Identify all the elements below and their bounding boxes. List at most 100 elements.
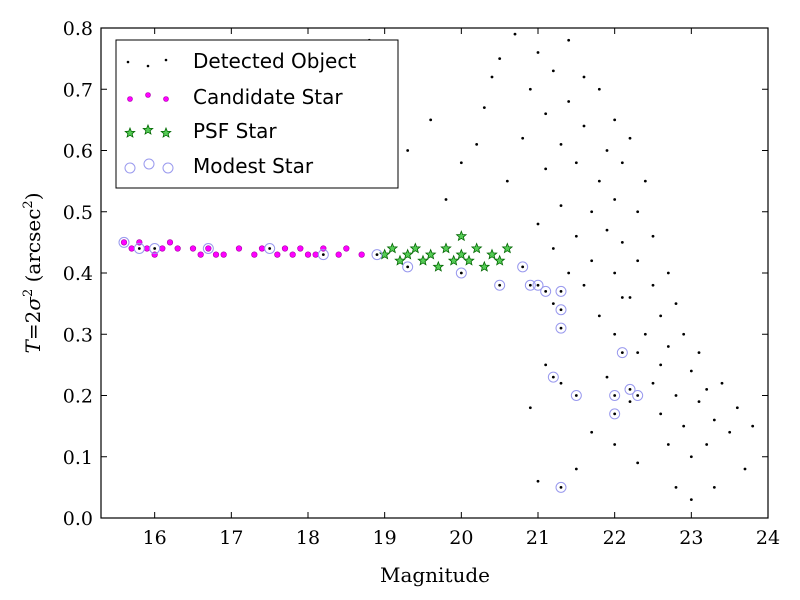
y-tick-label: 0.4: [63, 263, 93, 285]
modest-star-point: [317, 249, 329, 261]
modest-star-center: [544, 289, 548, 293]
x-tick-label: 19: [373, 527, 397, 549]
legend-label: Candidate Star: [193, 85, 343, 109]
candidate-star-point: [312, 251, 319, 258]
detected-object-point: [620, 240, 624, 244]
detected-object-point: [712, 485, 716, 489]
x-tick-label: 21: [526, 527, 550, 549]
legend-marker-open-circle: [124, 162, 136, 174]
candidate-star-point: [120, 239, 128, 246]
detected-object-point: [406, 149, 410, 152]
detected-object-point: [590, 259, 594, 263]
modest-star-center: [559, 289, 563, 293]
modest-star-point: [624, 383, 636, 395]
modest-star-point: [609, 408, 621, 420]
y-tick-label: 0.3: [63, 324, 93, 346]
detected-object-point: [705, 387, 709, 391]
detected-object-point: [551, 69, 555, 73]
legend-marker-dot: [164, 58, 168, 62]
modest-star-point: [555, 304, 567, 316]
candidate-star-point: [297, 245, 304, 252]
legend-marker-open-circle: [143, 158, 155, 170]
detected-object-point: [682, 424, 686, 428]
detected-object-point: [582, 75, 586, 79]
detected-object-point: [590, 210, 594, 214]
detected-object-point: [613, 118, 617, 122]
modest-star-center: [375, 253, 379, 257]
y-tick-label: 0.7: [63, 79, 93, 101]
legend-box: [115, 39, 399, 189]
detected-object-point: [513, 32, 517, 36]
modest-star-center: [528, 283, 532, 287]
detected-object-point: [528, 87, 532, 91]
modest-star-point: [524, 279, 536, 291]
detected-object-point: [567, 38, 571, 42]
modest-star-center: [559, 326, 563, 330]
psf-star-point: [447, 254, 460, 266]
candidate-star-point: [289, 251, 296, 258]
detected-object-point: [651, 381, 655, 385]
x-axis-label: Magnitude: [380, 563, 490, 587]
detected-object-point: [475, 142, 479, 146]
x-tick-label: 17: [219, 527, 243, 549]
modest-star-point: [609, 390, 621, 401]
detected-object-point: [590, 430, 594, 434]
modest-star-point: [118, 236, 130, 248]
modest-star-center: [574, 394, 578, 397]
detected-object-point: [666, 271, 670, 275]
y-tick-label: 0.1: [63, 447, 93, 469]
modest-star-point: [547, 371, 559, 383]
legend-marker-open-circle: [162, 162, 174, 174]
psf-star-point: [417, 254, 429, 266]
detected-object-point: [521, 136, 525, 140]
modest-star-point: [616, 347, 628, 359]
modest-star-center: [406, 265, 410, 269]
detected-object-point: [712, 418, 716, 422]
modest-star-center: [268, 247, 272, 250]
detected-object-point: [544, 167, 548, 171]
x-tick-label: 24: [756, 527, 780, 549]
psf-star-point: [470, 242, 483, 254]
legend-item-psf-star: PSF Star: [124, 119, 277, 143]
detected-object-point: [666, 443, 670, 446]
detected-object-point: [674, 394, 678, 397]
candidate-star-point: [159, 245, 166, 252]
detected-object-point: [628, 136, 632, 140]
modest-star-point: [202, 243, 214, 254]
detected-object-point: [559, 142, 563, 146]
modest-star-center: [459, 271, 463, 275]
detected-object-point: [620, 296, 624, 299]
detected-object-point: [505, 179, 509, 183]
psf-star-point: [463, 254, 475, 266]
legend-label: PSF Star: [193, 119, 277, 143]
modest-star-center: [536, 283, 540, 287]
detected-object-point: [636, 210, 640, 214]
candidate-star-point: [143, 245, 151, 252]
x-tick-label: 23: [679, 527, 703, 549]
psf-star-point: [440, 242, 452, 254]
detected-object-point: [636, 351, 640, 355]
candidate-star-point: [128, 245, 135, 252]
psf-star-point: [394, 254, 406, 266]
legend-marker-star: [142, 123, 154, 135]
candidate-star-point: [258, 245, 266, 252]
detected-object-point: [536, 479, 540, 483]
detected-object-point: [697, 400, 701, 404]
detected-object-point: [735, 406, 739, 410]
detected-object-point: [613, 443, 617, 446]
legend-item-candidate-star: Candidate Star: [127, 85, 343, 109]
legend-marker-dot: [146, 64, 150, 68]
modest-star-point: [555, 322, 567, 334]
x-tick-label: 22: [603, 527, 627, 549]
y-label-sigma-exp: 2: [21, 289, 36, 297]
y-tick-label: 0.6: [63, 141, 93, 163]
y-tick-label: 0.8: [63, 18, 93, 40]
modest-star-center: [551, 375, 555, 379]
legend: Detected Object Candidate Star PSF Star …: [115, 39, 399, 189]
y-axis-ticks: 0.0 0.1 0.2 0.3 0.4 0.5 0.6 0.7 0.8: [63, 18, 768, 530]
modest-star-point: [517, 261, 529, 273]
detected-object-point: [643, 332, 647, 336]
psf-star-point: [401, 248, 414, 260]
detected-object-point: [490, 75, 494, 79]
